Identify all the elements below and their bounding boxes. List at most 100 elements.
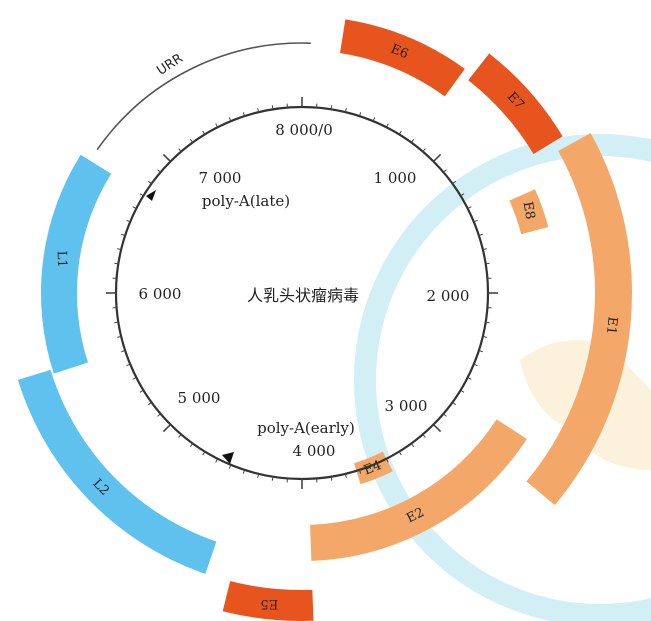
segment-e8: [509, 189, 549, 235]
minor-tick: [473, 363, 478, 367]
minor-tick: [215, 458, 219, 463]
minor-tick: [242, 112, 245, 117]
position-label-3000: 3 000: [385, 397, 428, 415]
minor-tick: [271, 105, 274, 110]
minor-tick: [126, 363, 131, 367]
segment-e1: [526, 133, 632, 506]
position-label-0: 8 000/0: [275, 121, 333, 139]
position-label-6000: 6 000: [139, 285, 182, 303]
minor-tick: [344, 473, 347, 478]
minor-tick: [147, 180, 152, 185]
minor-tick: [242, 469, 245, 474]
position-label-2000: 2 000: [427, 287, 470, 305]
minor-tick: [178, 434, 182, 438]
minor-tick: [482, 335, 487, 338]
poly-a-late-label: poly-A(late): [202, 192, 290, 210]
minor-tick: [467, 206, 472, 210]
minor-tick: [478, 233, 483, 236]
major-tick: [162, 423, 172, 433]
minor-tick: [422, 148, 426, 152]
minor-tick: [410, 138, 415, 143]
minor-tick: [121, 233, 126, 236]
segment-e6: [340, 19, 465, 97]
minor-tick: [178, 148, 182, 152]
minor-tick: [215, 123, 219, 128]
minor-tick: [478, 350, 483, 353]
position-label-4000: 4 000: [293, 442, 336, 460]
minor-tick: [482, 248, 487, 251]
minor-tick: [147, 401, 152, 406]
minor-tick: [385, 458, 389, 463]
minor-tick: [126, 219, 131, 223]
segment-e7: [468, 53, 563, 154]
segment-label-e8: E8: [520, 201, 538, 221]
segment-label-e5: E5: [261, 596, 279, 611]
minor-tick: [467, 376, 472, 380]
minor-tick: [114, 321, 119, 324]
major-tick: [432, 153, 442, 163]
minor-tick: [372, 117, 376, 122]
urr-arc: [96, 42, 311, 151]
poly-a-late-arrow: [146, 190, 156, 201]
segment-l1: [40, 154, 112, 374]
major-tick: [162, 153, 172, 163]
major-tick: [432, 423, 442, 433]
minor-tick: [410, 443, 415, 448]
minor-tick: [485, 321, 490, 324]
minor-tick: [330, 105, 333, 110]
minor-tick: [257, 108, 260, 113]
minor-tick: [330, 476, 333, 481]
minor-tick: [271, 476, 274, 481]
minor-tick: [359, 469, 362, 474]
segment-label-e2: E2: [404, 505, 427, 526]
center-title: 人乳头状瘤病毒: [247, 286, 359, 305]
minor-tick: [189, 443, 194, 448]
position-label-7000: 7 000: [199, 169, 242, 187]
segment-label-e1: E1: [603, 316, 620, 335]
minor-tick: [359, 112, 362, 117]
minor-tick: [114, 262, 119, 265]
minor-tick: [202, 451, 206, 456]
minor-tick: [228, 117, 232, 122]
tick-marks: [106, 97, 498, 489]
minor-tick: [189, 138, 194, 143]
minor-tick: [121, 350, 126, 353]
minor-tick: [344, 108, 347, 113]
minor-tick: [422, 434, 426, 438]
position-label-5000: 5 000: [178, 389, 221, 407]
segment-e2: [310, 419, 527, 561]
minor-tick: [485, 262, 490, 265]
minor-tick: [157, 413, 161, 417]
minor-tick: [460, 389, 465, 393]
poly-a-early-arrow: [222, 452, 234, 464]
segment-l2: [17, 369, 217, 574]
minor-tick: [139, 389, 144, 393]
minor-tick: [202, 130, 206, 135]
position-label-1000: 1 000: [374, 169, 417, 187]
minor-tick: [443, 169, 447, 173]
minor-tick: [132, 376, 137, 380]
minor-tick: [452, 180, 457, 185]
minor-tick: [139, 193, 144, 197]
minor-tick: [452, 401, 457, 406]
minor-tick: [460, 193, 465, 197]
segment-label-e6: E6: [388, 42, 410, 63]
minor-tick: [473, 219, 478, 223]
minor-tick: [398, 130, 402, 135]
minor-tick: [257, 473, 260, 478]
minor-tick: [443, 413, 447, 417]
minor-tick: [398, 451, 402, 456]
poly-a-early-label: poly-A(early): [257, 419, 355, 437]
minor-tick: [117, 248, 122, 251]
minor-tick: [132, 206, 137, 210]
segment-label-l1: L1: [54, 250, 70, 267]
minor-tick: [228, 464, 232, 469]
minor-tick: [117, 335, 122, 338]
minor-tick: [372, 464, 376, 469]
minor-tick: [157, 169, 161, 173]
segment-e5: [222, 581, 314, 621]
minor-tick: [385, 123, 389, 128]
